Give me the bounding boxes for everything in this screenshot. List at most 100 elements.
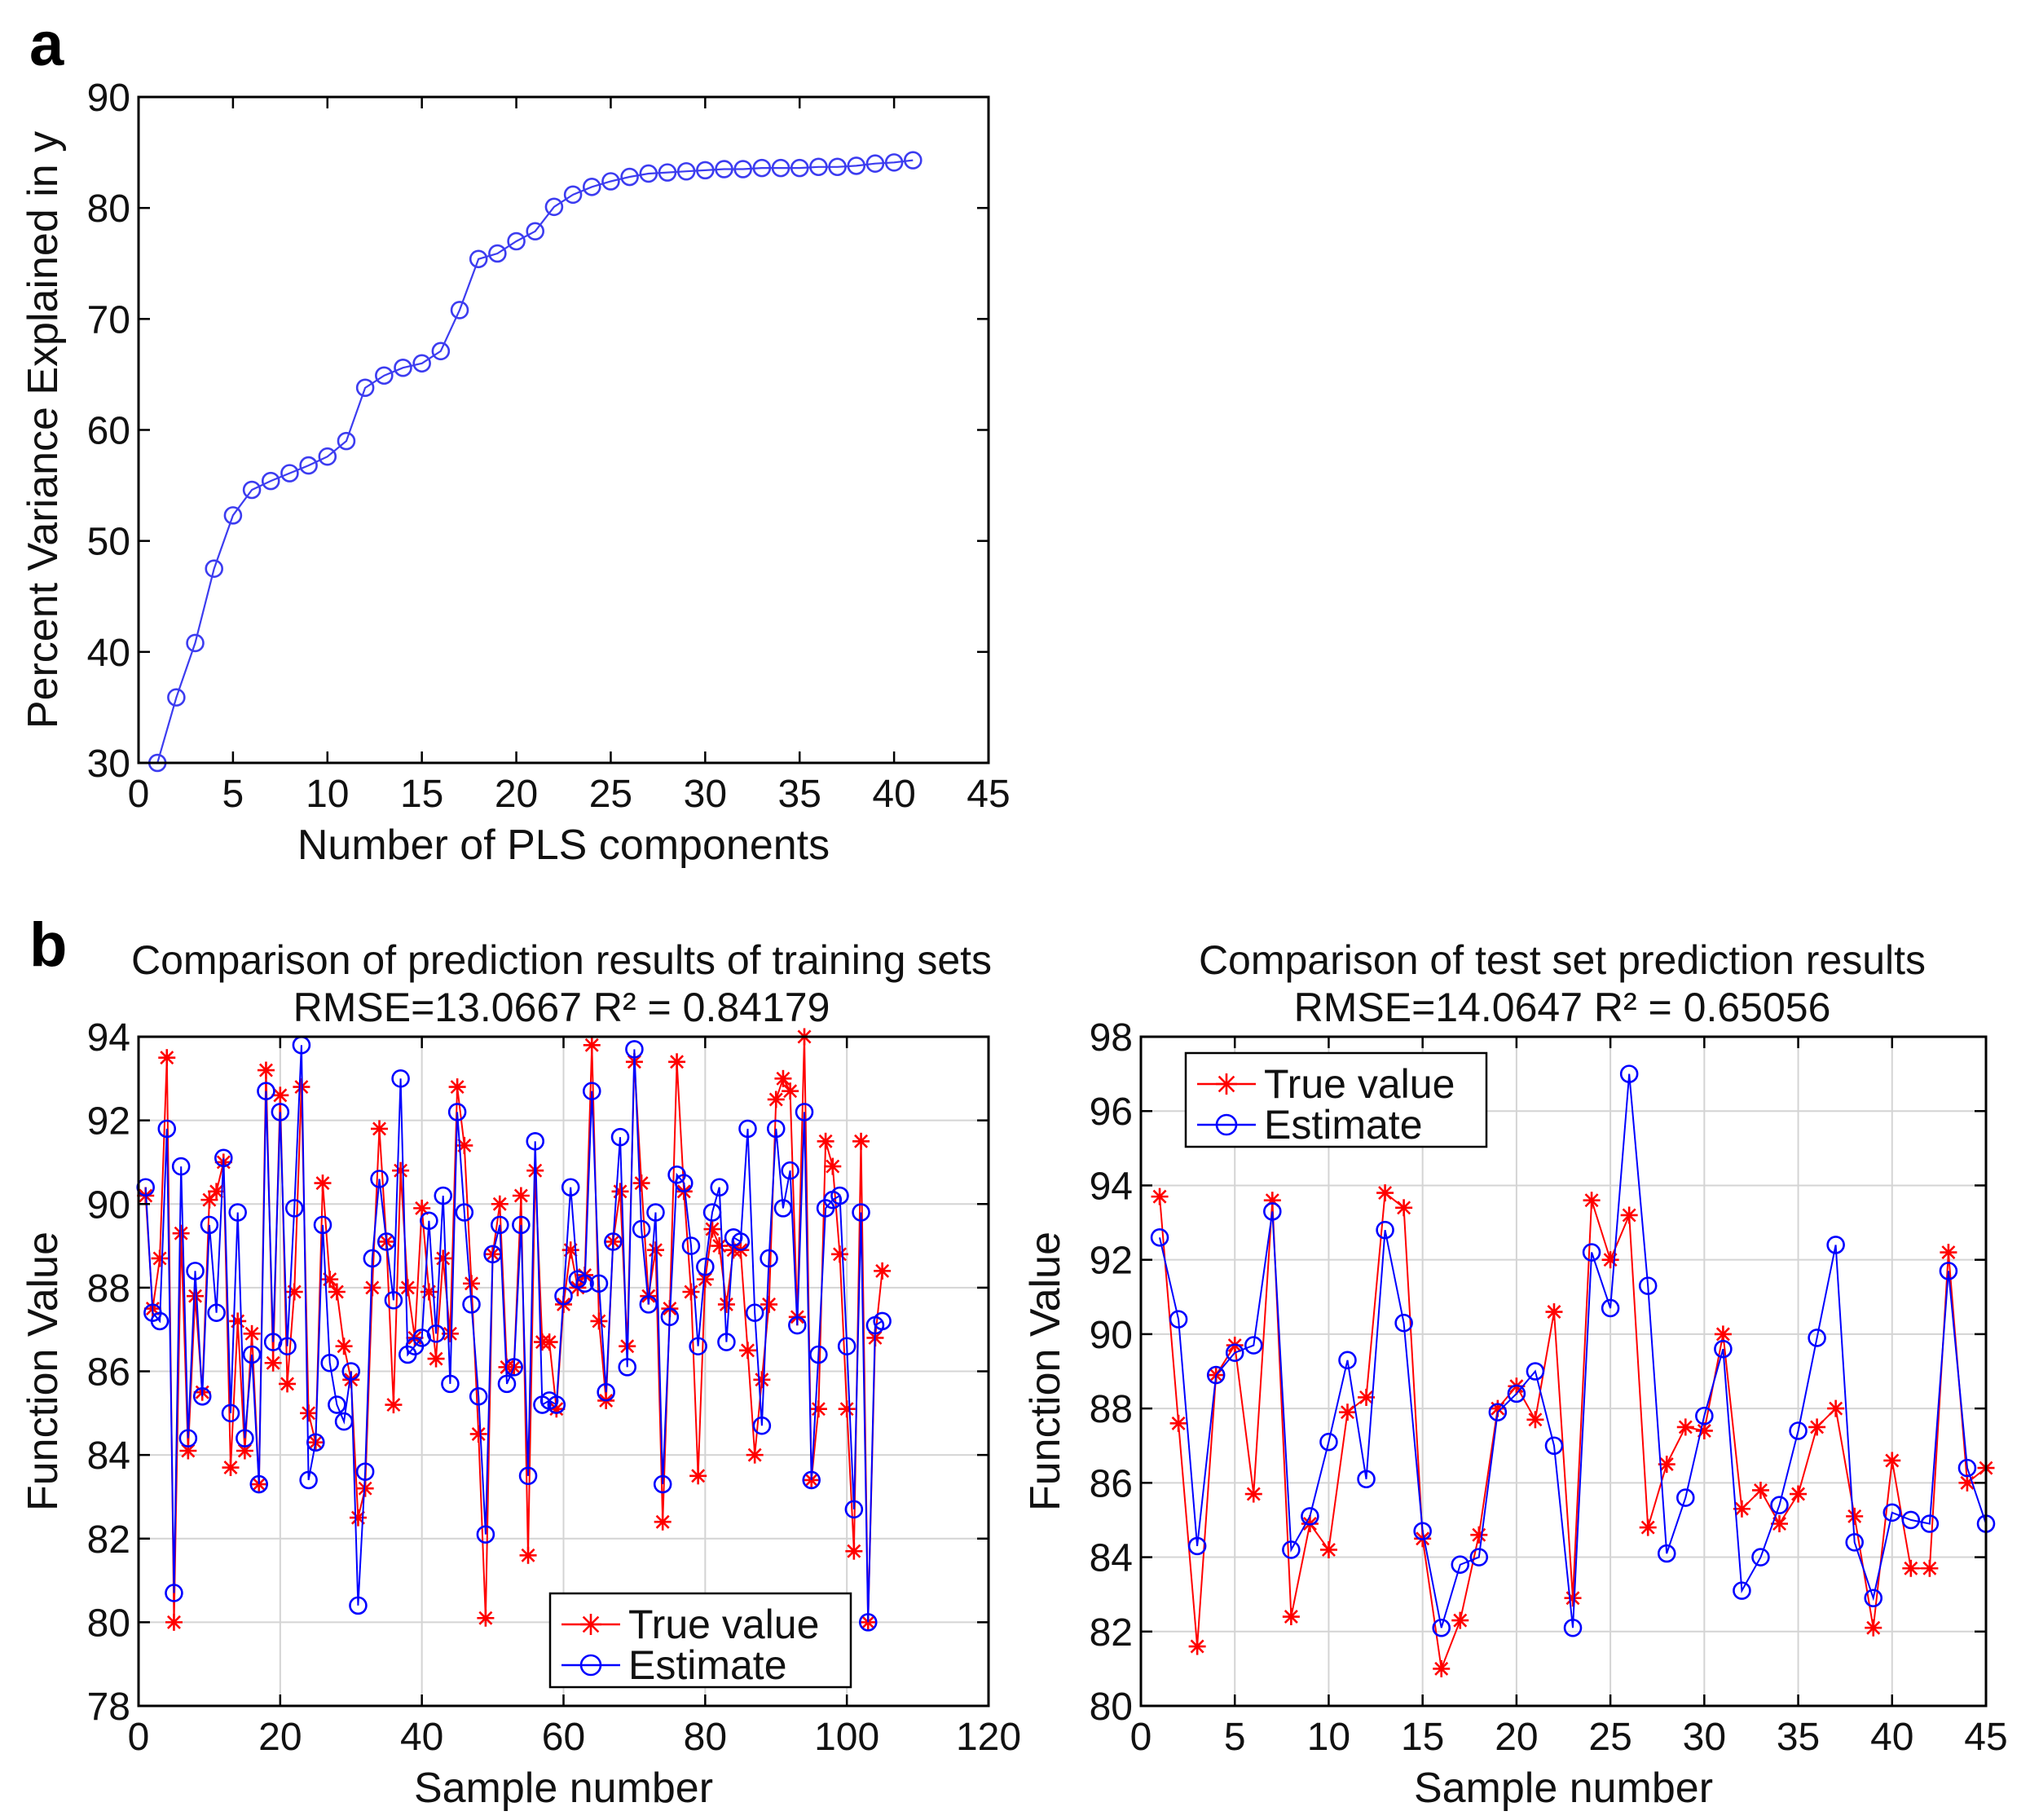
data-point-true-value (1470, 1526, 1488, 1544)
data-point-true-value (1790, 1485, 1808, 1503)
legend-star-icon (580, 1614, 601, 1635)
data-point-true-value (874, 1262, 892, 1280)
chart-b1-training-set: 0 20 40 60 80 100 120 78 80 82 84 86 88 90 92 94 Sample … (20, 1016, 1021, 1812)
y-tick-label: 86 (1090, 1462, 1133, 1505)
data-point-estimate (1507, 1384, 1526, 1404)
series-markers-1 (136, 1035, 892, 1632)
data-point-estimate (192, 1387, 212, 1406)
data-point-true-value (413, 1199, 431, 1217)
data-point-estimate (733, 160, 752, 178)
data-point-true-value (392, 1161, 410, 1179)
data-point-true-value (852, 1132, 870, 1150)
y-tick-label: 84 (1090, 1537, 1133, 1580)
x-tick-label: 45 (967, 773, 1010, 816)
data-point-estimate (518, 1466, 538, 1486)
data-point-true-value (1395, 1199, 1413, 1217)
legend-entry: Estimate (628, 1642, 787, 1688)
data-point-estimate (766, 1119, 786, 1139)
data-point-true-value (1151, 1188, 1169, 1205)
data-point-estimate (1901, 1510, 1921, 1530)
data-point-estimate (1882, 1503, 1902, 1523)
data-point-true-value (689, 1467, 707, 1485)
data-point-true-value (236, 1442, 253, 1460)
data-point-estimate (1263, 1202, 1282, 1221)
data-point-estimate (320, 1353, 339, 1373)
data-point-estimate (1770, 1496, 1789, 1514)
data-point-estimate (1826, 1236, 1845, 1254)
data-point-estimate (618, 1358, 637, 1377)
data-point-true-value (385, 1396, 403, 1414)
series-line-1 (144, 1045, 883, 1623)
data-point-true-value (611, 1183, 629, 1201)
data-point-estimate (488, 244, 507, 263)
data-point-estimate (865, 154, 885, 173)
data-point-estimate (904, 151, 923, 170)
data-point-true-value (590, 1312, 608, 1330)
data-point-estimate (370, 1170, 389, 1188)
data-point-estimate (1601, 1298, 1620, 1318)
x-tick-label: 40 (1870, 1716, 1913, 1759)
data-point-true-value (243, 1324, 261, 1342)
data-point-estimate (639, 164, 658, 183)
data-point-true-value (654, 1513, 672, 1531)
data-point-estimate (788, 1315, 807, 1335)
y-axis-label: Percent Variance Explained in y (20, 131, 67, 729)
data-point-estimate (681, 1236, 701, 1255)
x-tick-label: 40 (400, 1716, 443, 1759)
data-point-true-value (208, 1183, 226, 1201)
data-point-estimate (653, 1474, 672, 1494)
data-point-estimate (547, 1395, 566, 1414)
data-point-estimate (1282, 1540, 1301, 1559)
series-markers-0 (1151, 1184, 1995, 1677)
data-point-true-value (632, 1174, 650, 1192)
data-point-true-value (540, 1333, 558, 1351)
data-point-estimate (1939, 1262, 1958, 1280)
data-point-estimate (1751, 1548, 1770, 1567)
data-point-estimate (809, 157, 828, 177)
data-point-estimate (554, 1286, 573, 1306)
data-point-true-value (1583, 1192, 1601, 1210)
data-point-estimate (462, 1295, 481, 1314)
data-point-estimate (299, 456, 318, 475)
series-line-1 (1159, 1073, 1987, 1628)
data-point-true-value (179, 1442, 197, 1460)
legend-entry: True value (1264, 1061, 1455, 1107)
data-point-estimate (1357, 1470, 1376, 1489)
data-point-true-value (264, 1354, 282, 1372)
panel-label-b: b (29, 910, 67, 980)
data-point-estimate (646, 1203, 665, 1222)
data-point-estimate (658, 163, 677, 182)
chart-b2-test-set: 0 5 10 15 20 25 30 35 40 45 80 82 84 86 88 90 92 94 96 98 Sa… (1022, 1016, 2008, 1812)
y-tick-label: 94 (1090, 1165, 1133, 1208)
data-point-true-value (512, 1187, 530, 1205)
data-point-estimate (884, 153, 904, 172)
x-tick-label: 20 (1495, 1716, 1538, 1759)
data-point-estimate (1413, 1522, 1432, 1540)
data-point-estimate (1657, 1544, 1676, 1563)
data-point-true-value (1808, 1418, 1826, 1436)
data-point-estimate (738, 1119, 757, 1139)
data-point-estimate (625, 1040, 644, 1059)
data-point-estimate (497, 1374, 517, 1394)
data-point-estimate (1451, 1555, 1470, 1574)
x-tick-label: 45 (1964, 1716, 2007, 1759)
data-point-true-value (222, 1459, 240, 1477)
data-point-estimate (1619, 1064, 1639, 1083)
data-point-estimate (715, 160, 733, 178)
data-point-estimate (178, 1429, 198, 1448)
data-point-estimate (1845, 1533, 1864, 1552)
data-point-estimate (1563, 1618, 1583, 1637)
x-tick-label: 100 (814, 1716, 879, 1759)
data-point-estimate (1638, 1276, 1658, 1295)
data-point-estimate (575, 1274, 594, 1293)
data-point-true-value (1601, 1251, 1619, 1269)
y-tick-label: 60 (87, 410, 130, 453)
data-point-estimate (781, 1161, 799, 1180)
data-point-estimate (610, 1127, 630, 1147)
data-point-true-value (200, 1191, 218, 1209)
data-point-true-value (257, 1061, 275, 1079)
data-point-true-value (321, 1271, 339, 1289)
y-tick-label: 40 (87, 632, 130, 675)
data-point-true-value (314, 1174, 332, 1192)
